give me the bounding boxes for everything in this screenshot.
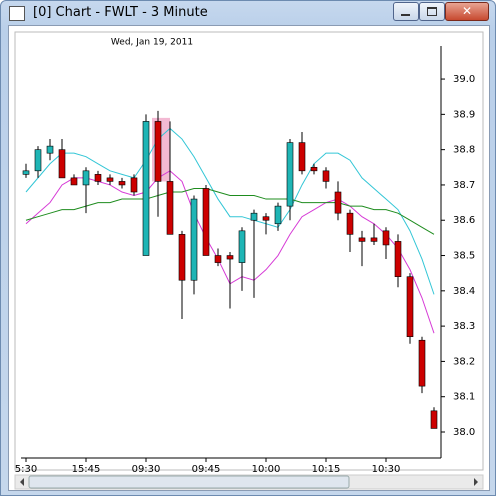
candle-body bbox=[82, 170, 90, 186]
x-tick-label: 10:30 bbox=[372, 464, 401, 475]
x-tick-label: 10:00 bbox=[252, 464, 281, 475]
y-tick-label: 38.8 bbox=[453, 145, 475, 156]
window-title: [0] Chart - FWLT - 3 Minute bbox=[33, 5, 208, 20]
candle-body bbox=[142, 121, 150, 256]
chart-panel: Wed, Jan 19, 2011 38.0 38.1 38.2 38.3 38.4 38… bbox=[8, 25, 490, 491]
candle-body bbox=[106, 177, 114, 182]
candle-body bbox=[310, 166, 318, 172]
minimize-button[interactable] bbox=[393, 2, 419, 21]
candle-body bbox=[226, 255, 234, 260]
candle-body bbox=[214, 255, 222, 263]
candle-body bbox=[58, 149, 66, 179]
candle-body bbox=[346, 212, 354, 235]
candle-body bbox=[322, 170, 330, 182]
moving-average-line bbox=[25, 127, 435, 295]
x-tick-label: 15:45 bbox=[72, 464, 101, 475]
title-bar: [0] Chart - FWLT - 3 Minute ✕ bbox=[1, 1, 495, 25]
y-tick-label: 38.9 bbox=[453, 109, 475, 120]
candle-body bbox=[166, 181, 174, 235]
scroll-left-arrow[interactable] bbox=[20, 478, 24, 486]
candle-body bbox=[130, 177, 138, 193]
candle-body bbox=[370, 237, 378, 242]
candle-body bbox=[406, 276, 414, 338]
scroll-thumb[interactable] bbox=[28, 475, 350, 489]
candle-body bbox=[394, 241, 402, 278]
candle-body bbox=[430, 410, 438, 429]
x-tick-label: 10:15 bbox=[312, 464, 341, 475]
candle-body bbox=[334, 191, 342, 214]
y-tick-label: 38.1 bbox=[453, 392, 475, 403]
chart: Wed, Jan 19, 2011 38.0 38.1 38.2 38.3 38.4 38… bbox=[14, 31, 484, 490]
candle-body bbox=[190, 198, 198, 281]
moving-average-line bbox=[25, 187, 435, 235]
candle-body bbox=[94, 174, 102, 182]
candle-body bbox=[382, 230, 390, 246]
candle-body bbox=[418, 339, 426, 387]
scroll-right-arrow[interactable] bbox=[474, 478, 478, 486]
candle-body bbox=[178, 234, 186, 281]
y-tick-label: 38.3 bbox=[453, 321, 475, 332]
chart-date: Wed, Jan 19, 2011 bbox=[111, 38, 193, 48]
y-tick-label: 39.0 bbox=[453, 74, 475, 85]
candle-body bbox=[22, 170, 30, 175]
candle-body bbox=[358, 237, 366, 242]
scrollbar[interactable] bbox=[14, 474, 484, 490]
y-tick-label: 38.6 bbox=[453, 215, 475, 226]
candle-body bbox=[118, 181, 126, 186]
x-tick-label: 5:30 bbox=[15, 464, 37, 475]
candle-body bbox=[298, 142, 306, 172]
candle-body bbox=[202, 188, 210, 256]
candle-body bbox=[46, 145, 54, 154]
candle-body bbox=[262, 216, 270, 221]
y-tick-label: 38.5 bbox=[453, 251, 475, 262]
y-tick-label: 38.2 bbox=[453, 356, 475, 367]
maximize-button[interactable] bbox=[419, 2, 445, 21]
candle-body bbox=[70, 177, 78, 186]
y-tick-label: 38.4 bbox=[453, 286, 475, 297]
y-tick-label: 38.7 bbox=[453, 180, 475, 191]
close-button[interactable]: ✕ bbox=[445, 2, 489, 21]
y-tick-label: 38.0 bbox=[453, 427, 475, 438]
candle-body bbox=[154, 121, 162, 182]
candle-body bbox=[286, 142, 294, 207]
candle-body bbox=[250, 212, 258, 221]
candle-body bbox=[274, 205, 282, 225]
candle-body bbox=[238, 230, 246, 263]
plot-frame bbox=[14, 31, 484, 471]
candle-body bbox=[34, 149, 42, 172]
x-tick-label: 09:30 bbox=[132, 464, 161, 475]
window-icon bbox=[9, 6, 25, 21]
x-tick-label: 09:45 bbox=[192, 464, 221, 475]
